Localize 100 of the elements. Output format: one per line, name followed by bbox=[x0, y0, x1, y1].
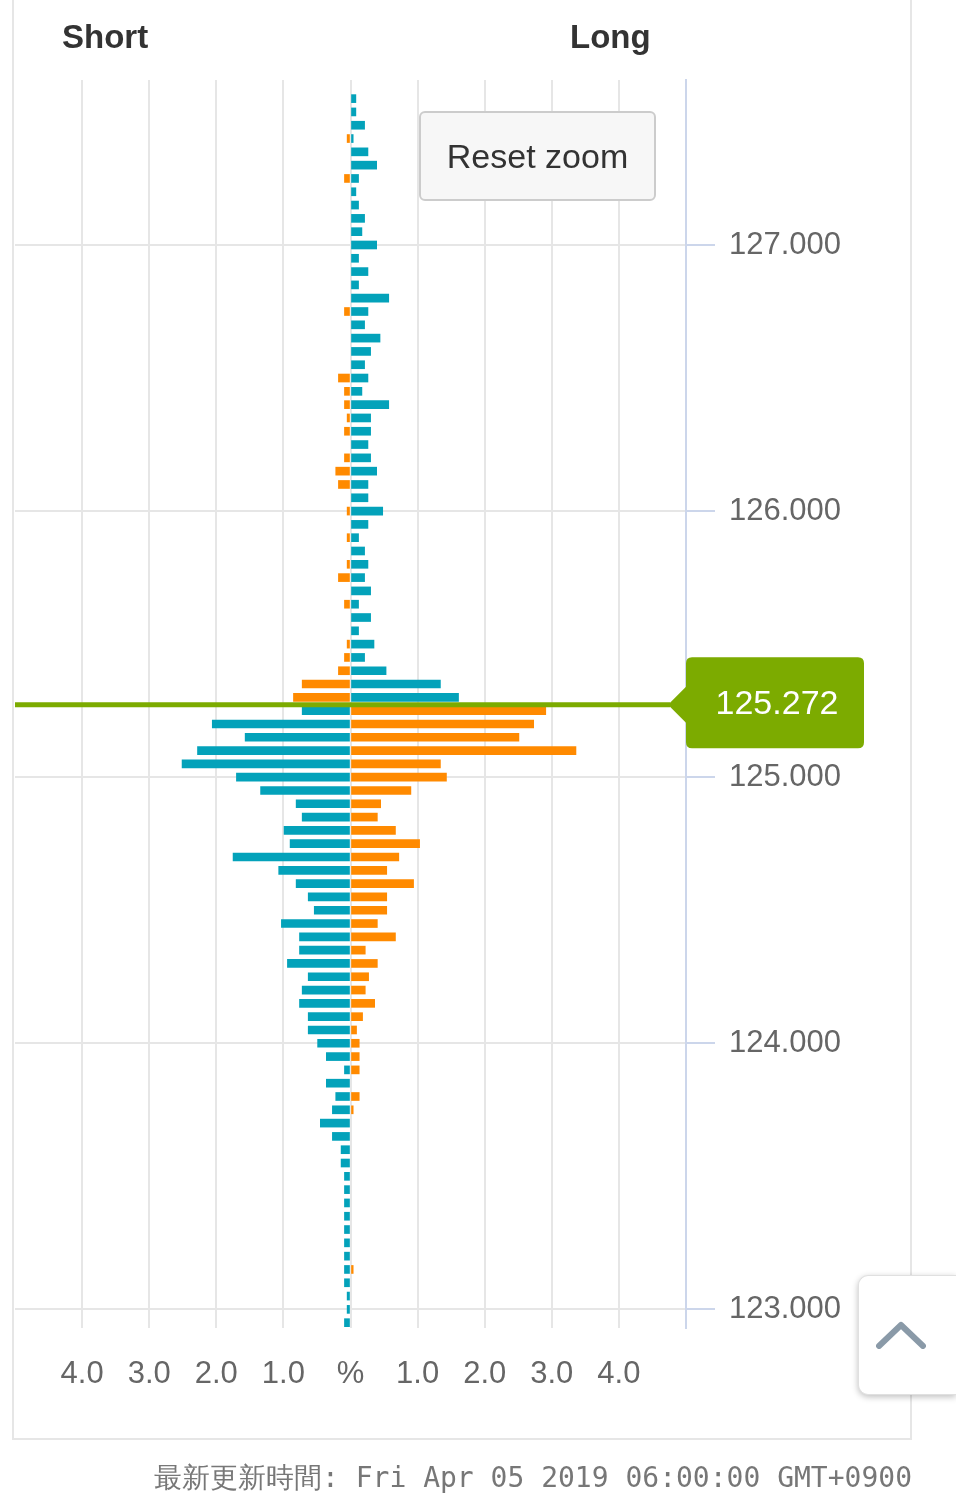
bar bbox=[351, 639, 375, 649]
bar bbox=[351, 94, 357, 103]
bar bbox=[344, 1251, 350, 1261]
bar bbox=[351, 373, 369, 383]
bar bbox=[344, 1198, 350, 1208]
bar bbox=[244, 732, 350, 742]
bar bbox=[351, 666, 387, 676]
bar bbox=[344, 426, 350, 436]
annotation: Reset zoom bbox=[446, 136, 629, 176]
bar bbox=[344, 1065, 350, 1075]
bar bbox=[351, 107, 357, 117]
x-tick-label: 3.0 bbox=[530, 1355, 574, 1391]
bar bbox=[351, 200, 359, 210]
bar bbox=[351, 613, 371, 622]
bar bbox=[344, 453, 350, 463]
bar bbox=[351, 919, 378, 928]
bar bbox=[344, 400, 350, 409]
bar bbox=[197, 746, 350, 755]
bar bbox=[351, 546, 365, 556]
y-tick-label: 124.000 bbox=[729, 1023, 842, 1059]
bar bbox=[211, 719, 350, 729]
bar bbox=[351, 426, 371, 436]
bar bbox=[351, 945, 366, 955]
bar bbox=[332, 1132, 350, 1141]
bar bbox=[301, 985, 350, 995]
y-tick-label: 125.000 bbox=[729, 757, 842, 793]
bar bbox=[236, 772, 350, 782]
bar bbox=[338, 666, 350, 676]
bar bbox=[344, 1185, 350, 1194]
bar bbox=[344, 599, 350, 609]
bar bbox=[326, 1078, 350, 1088]
bar bbox=[351, 1052, 360, 1061]
bar bbox=[232, 852, 350, 862]
bar bbox=[351, 573, 365, 582]
bar bbox=[332, 1105, 350, 1115]
bar bbox=[319, 1118, 350, 1128]
bar bbox=[289, 839, 350, 849]
bar bbox=[351, 599, 359, 609]
bar bbox=[351, 985, 366, 995]
bar bbox=[351, 759, 441, 769]
bar bbox=[351, 586, 371, 596]
bar bbox=[351, 387, 363, 396]
bar bbox=[351, 320, 365, 330]
bar bbox=[307, 1012, 350, 1021]
bar bbox=[346, 559, 350, 569]
bar bbox=[351, 120, 365, 130]
bar bbox=[351, 772, 447, 782]
bar bbox=[351, 746, 577, 755]
button: Reset zoom bbox=[419, 111, 656, 201]
bar bbox=[351, 267, 369, 276]
y-tick-label: 126.000 bbox=[729, 491, 842, 527]
bar bbox=[351, 533, 359, 543]
bar bbox=[344, 1238, 350, 1248]
bar bbox=[287, 959, 350, 968]
bar bbox=[351, 905, 388, 915]
bar bbox=[351, 999, 375, 1008]
bar bbox=[301, 812, 350, 822]
bar bbox=[340, 1145, 350, 1155]
text: 最新更新時間: Fri Apr 05 2019 06:00:00 GMT+0900 bbox=[153, 1460, 912, 1496]
bar bbox=[351, 1092, 360, 1101]
bar bbox=[307, 1025, 350, 1035]
bar bbox=[344, 307, 350, 316]
bar bbox=[351, 466, 377, 476]
bar bbox=[340, 1158, 350, 1168]
bar bbox=[351, 972, 369, 982]
bar bbox=[351, 852, 400, 862]
bar bbox=[313, 905, 350, 915]
bar bbox=[317, 1038, 350, 1048]
bar bbox=[351, 799, 382, 809]
bar bbox=[346, 506, 350, 516]
bar bbox=[351, 480, 369, 489]
bar bbox=[351, 240, 377, 250]
x-tick-label: 4.0 bbox=[597, 1355, 641, 1391]
bar bbox=[346, 533, 350, 543]
bar bbox=[351, 1025, 357, 1035]
bar bbox=[351, 879, 414, 888]
bar bbox=[351, 214, 365, 223]
bar bbox=[299, 999, 350, 1008]
bar bbox=[351, 1012, 363, 1021]
bar bbox=[338, 480, 350, 489]
bar bbox=[351, 892, 388, 902]
bar bbox=[351, 160, 377, 170]
bar bbox=[344, 1278, 350, 1288]
bar bbox=[351, 227, 363, 237]
x-tick-label: % bbox=[336, 1355, 365, 1391]
bar bbox=[346, 639, 350, 649]
bar bbox=[351, 679, 441, 689]
bar bbox=[351, 134, 354, 143]
bar bbox=[344, 1225, 350, 1234]
bar bbox=[351, 307, 369, 316]
bar bbox=[351, 147, 369, 157]
bar bbox=[351, 347, 371, 356]
bar bbox=[351, 932, 396, 942]
bar bbox=[351, 1065, 360, 1075]
bar bbox=[351, 360, 365, 370]
bar bbox=[351, 865, 388, 875]
bar bbox=[351, 174, 359, 183]
bar bbox=[344, 1171, 350, 1181]
bar bbox=[351, 253, 359, 263]
bar bbox=[344, 1318, 350, 1328]
